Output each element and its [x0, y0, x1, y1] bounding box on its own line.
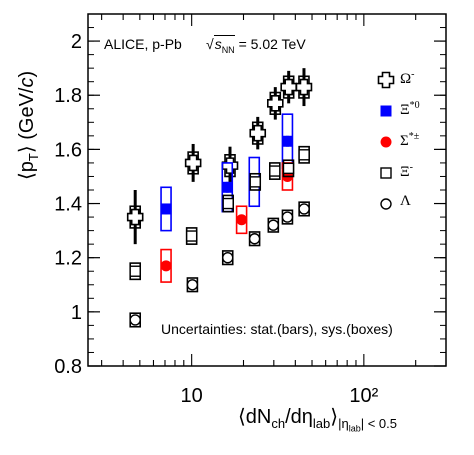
legend-marker-omega: [377, 71, 395, 89]
data-point: [295, 78, 313, 96]
data-point: [248, 233, 261, 245]
data-point: [281, 211, 294, 223]
uncertainties-note: Uncertainties: stat.(bars), sys.(boxes): [161, 321, 393, 337]
energy-label: √sNN = 5.02 TeV: [206, 35, 306, 55]
data-point: [222, 197, 234, 210]
legend-marker-lambda: [380, 198, 392, 210]
axis-tick-labels: 0.8 1 1.2 1.4 1.6 1.8 2 10 10²: [54, 31, 378, 407]
y-axis-title: ⟨pT⟩ (GeV/c): [16, 70, 41, 180]
data-marks: [126, 68, 313, 328]
y-tick-label: 1.8: [54, 85, 82, 107]
plot-frame: [87, 13, 447, 367]
data-point: [160, 203, 172, 215]
y-tick-label: 2: [71, 31, 82, 53]
data-point: [129, 265, 141, 277]
series-omega: [126, 68, 313, 245]
legend-marker-sigma_star: [380, 136, 392, 148]
data-point: [236, 214, 248, 226]
collaboration-label: ALICE, p-Pb: [104, 36, 182, 52]
data-point: [281, 135, 293, 147]
y-tick-label: 1.2: [54, 248, 82, 270]
data-point: [280, 78, 297, 96]
y-tick-label: 1.4: [54, 194, 82, 216]
data-point: [249, 176, 261, 188]
data-point: [186, 279, 199, 291]
data-point: [269, 165, 281, 177]
x-tick-label: 10²: [349, 385, 378, 407]
axis-ticks: [88, 13, 447, 367]
legend-label-omega: Ω-: [400, 69, 415, 87]
data-point: [282, 162, 295, 175]
legend-label-sigma_star: Σ*±: [400, 131, 420, 149]
y-tick-label: 1: [71, 302, 82, 324]
data-point: [266, 95, 284, 112]
legend-markers: [377, 71, 395, 210]
series-xi: [129, 145, 310, 281]
legend-label-xi: Ξ-: [400, 162, 413, 180]
data-point: [298, 149, 310, 161]
energy-sub: NN: [221, 44, 235, 55]
data-point: [249, 124, 267, 142]
legend-marker-xi_star0: [380, 105, 392, 117]
x-axis-title: ⟨dNch/dηlab⟩|ηlab| < 0.5: [238, 406, 397, 434]
data-point: [221, 181, 233, 193]
energy-value: = 5.02 TeV: [238, 36, 306, 52]
data-point: [129, 314, 141, 326]
legend-label-xi_star0: Ξ*0: [400, 100, 420, 118]
series-lambda: [129, 201, 310, 328]
energy-symbol: s: [214, 36, 222, 52]
legend-label-lambda: Λ: [400, 193, 411, 209]
data-point: [185, 230, 198, 242]
x-tick-label: 10: [181, 385, 203, 407]
data-point: [222, 251, 234, 264]
data-point: [160, 260, 172, 272]
data-point: [298, 203, 310, 215]
series-sigma_star: [160, 162, 294, 283]
legend-marker-xi: [380, 167, 392, 179]
data-point: [184, 154, 202, 172]
data-point: [267, 219, 280, 231]
y-tick-label: 1.6: [54, 139, 82, 161]
y-tick-label: 0.8: [54, 356, 82, 378]
data-point: [126, 208, 144, 226]
